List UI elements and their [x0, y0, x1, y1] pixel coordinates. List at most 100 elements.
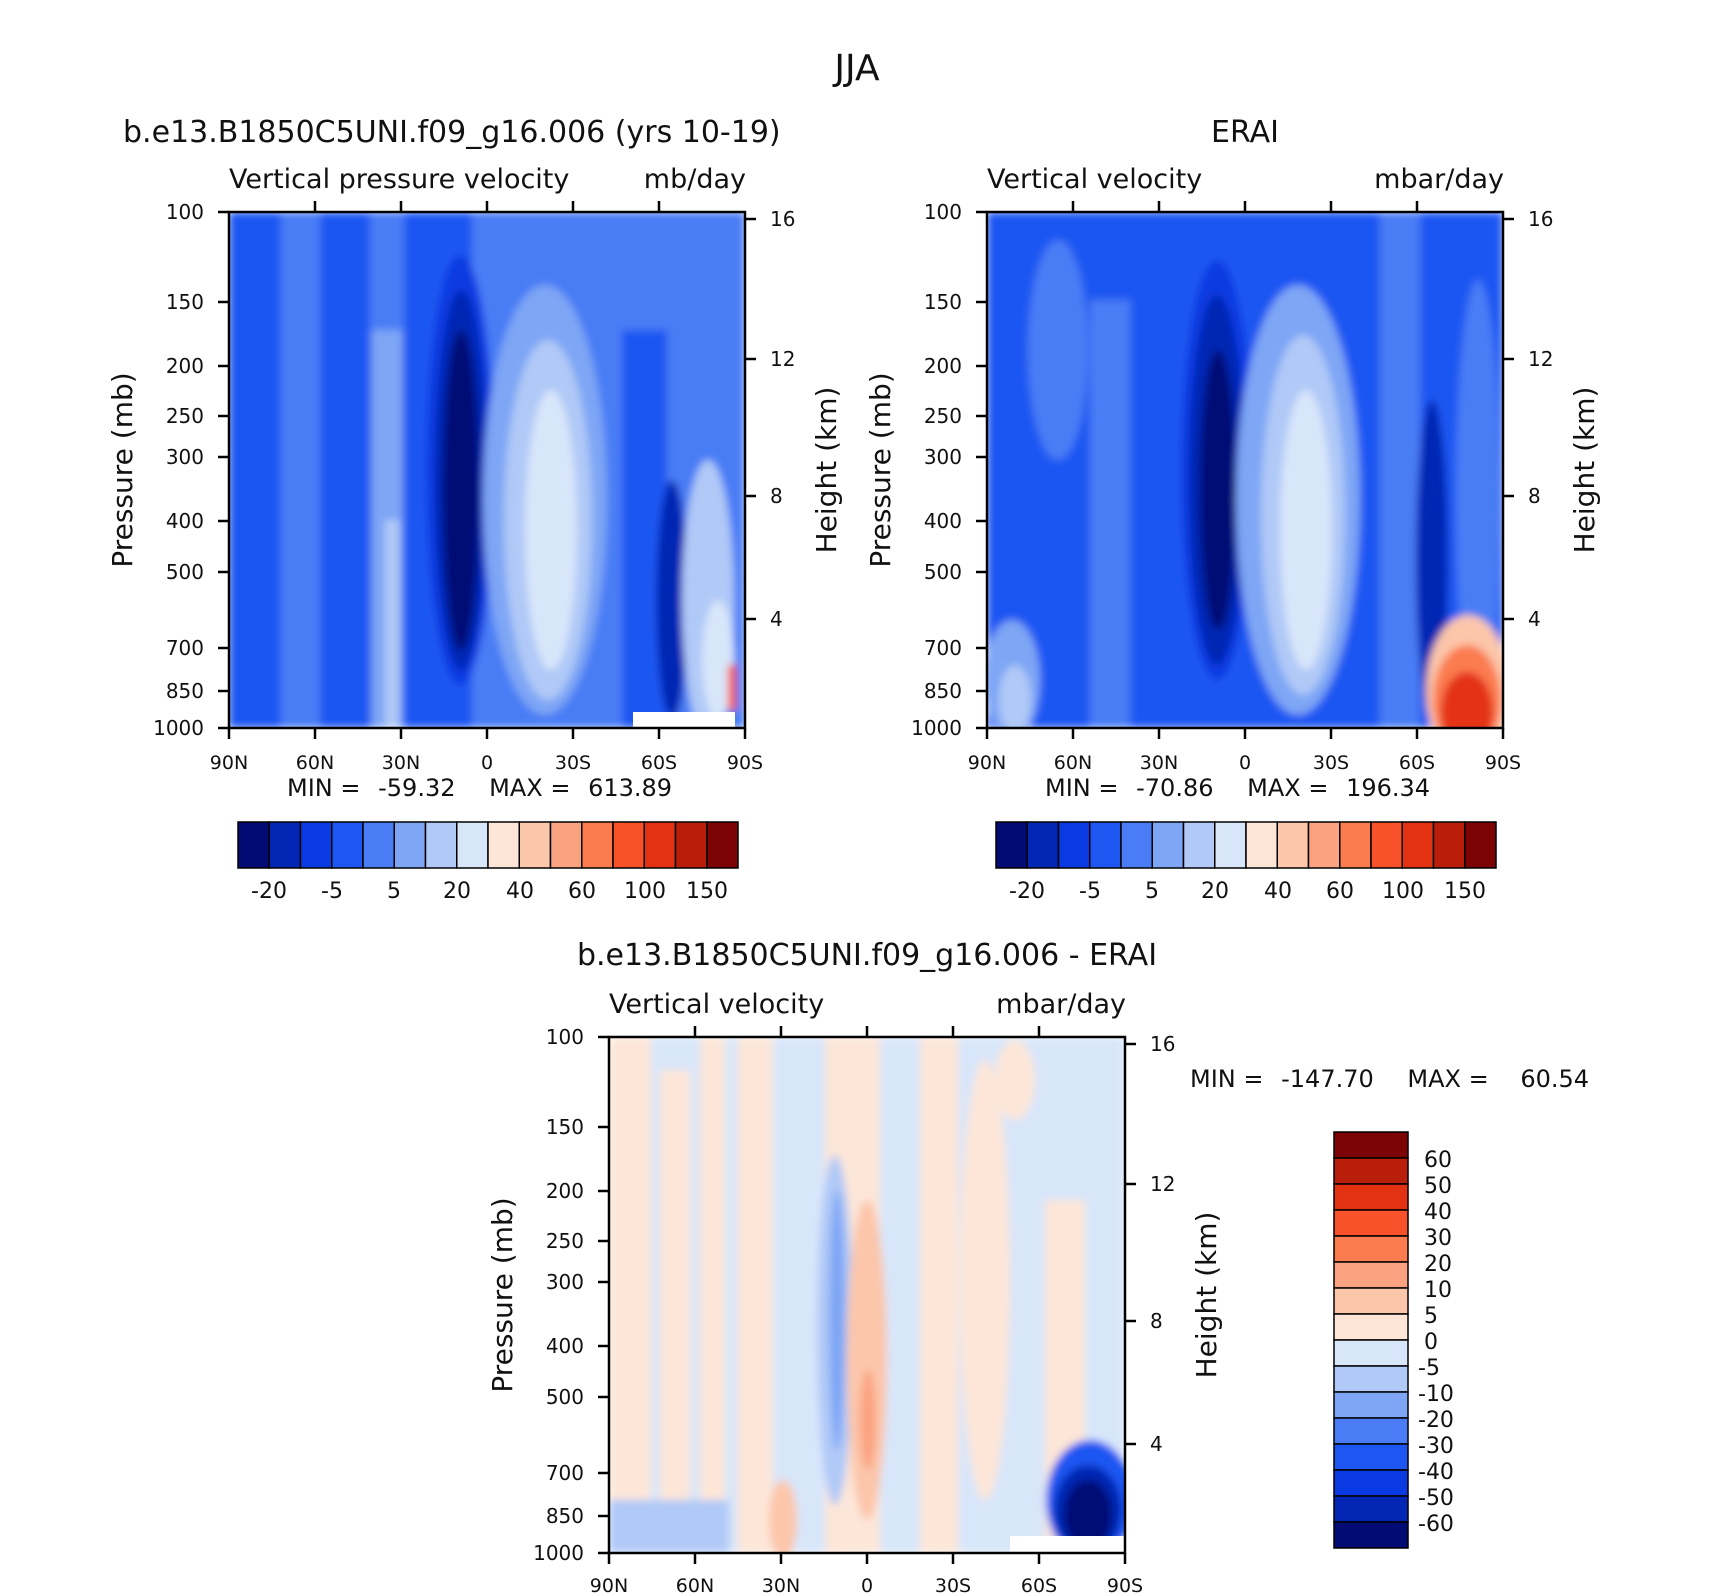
- colorbar-swatch: [1245, 821, 1278, 869]
- colorbar-swatch: [995, 821, 1028, 869]
- y-tick-label: 1000: [911, 716, 962, 740]
- colorbar-label: 60: [1326, 879, 1354, 904]
- colorbar-swatch: [1151, 821, 1185, 869]
- colorbar-swatch: [1333, 1209, 1409, 1237]
- max-value: 60.54: [1520, 1065, 1589, 1093]
- colorbar-swatch: [1333, 1521, 1409, 1549]
- x-tick-label: 90S: [1107, 1575, 1143, 1596]
- left-ticks: [218, 210, 229, 730]
- colorbar-label: -5: [321, 879, 343, 904]
- y-axis-label-right: Height (km): [1190, 1212, 1223, 1379]
- y-tick-label: 300: [546, 1270, 584, 1294]
- field-region: [1441, 672, 1493, 728]
- colorbar: [1333, 1131, 1409, 1549]
- y-right-tick-labels: 16 12 8 4: [1528, 207, 1553, 631]
- x-tick-label: 60S: [1399, 752, 1435, 774]
- colorbar-swatch: [237, 821, 270, 869]
- y-right-tick-label: 4: [770, 607, 783, 631]
- field-region: [995, 1040, 1035, 1120]
- field-region: [1380, 212, 1420, 728]
- colorbar-swatch: [1026, 821, 1060, 869]
- colorbar-label: -60: [1418, 1512, 1454, 1537]
- colorbar-swatch: [1120, 821, 1153, 869]
- colorbar-label: 100: [1382, 879, 1424, 904]
- y-tick-label: 250: [546, 1229, 584, 1253]
- min-label: MIN =: [287, 774, 360, 802]
- colorbar-swatch: [1333, 1183, 1409, 1211]
- plot-area: [609, 1037, 1125, 1553]
- colorbar-swatch: [1333, 1261, 1409, 1289]
- x-tick-label: 90S: [727, 752, 763, 774]
- y-right-tick-label: 16: [770, 207, 795, 231]
- max-label: MAX =: [1407, 1065, 1488, 1093]
- field-region: [847, 1200, 887, 1520]
- colorbar-swatch: [1333, 1443, 1409, 1471]
- field-region: [229, 212, 281, 728]
- colorbar-swatch: [424, 821, 458, 869]
- colorbar-labels: -20 -5 5 20 40 60 100 150: [251, 879, 728, 904]
- y-tick-label: 200: [546, 1179, 584, 1203]
- x-ticks: [985, 201, 1505, 739]
- colorbar-label: 40: [1264, 879, 1292, 904]
- y-tick-label: 200: [924, 354, 962, 378]
- max-label: MAX =: [489, 774, 570, 802]
- colorbar-label: 60: [568, 879, 596, 904]
- field-region: [282, 212, 320, 728]
- y-tick-label: 100: [924, 200, 962, 224]
- x-tick-label: 30S: [935, 1575, 971, 1596]
- field-region: [738, 1037, 773, 1553]
- y-tick-label: 300: [166, 445, 204, 469]
- panel-obs: ERAI Vertical velocity mbar/day: [864, 115, 1601, 904]
- plot-area: [987, 212, 1503, 728]
- x-tick-label: 30S: [1313, 752, 1349, 774]
- y-right-tick-label: 12: [770, 347, 795, 371]
- colorbar-label: 5: [1145, 879, 1159, 904]
- min-max-readout: MIN = -70.86 MAX = 196.34: [1045, 774, 1430, 802]
- field-region: [320, 212, 370, 728]
- colorbar-swatch: [1333, 1287, 1409, 1315]
- field-region: [1028, 240, 1088, 460]
- panel-title: b.e13.B1850C5UNI.f09_g16.006 - ERAI: [577, 938, 1157, 973]
- y-tick-label: 700: [166, 636, 204, 660]
- missing-data-mask: [633, 712, 735, 728]
- y-tick-label: 1000: [533, 1541, 584, 1565]
- colorbar-swatch: [1333, 1417, 1409, 1445]
- y-tick-label: 150: [924, 290, 962, 314]
- panel-title: b.e13.B1850C5UNI.f09_g16.006 (yrs 10-19): [123, 115, 781, 150]
- field-region: [920, 1037, 958, 1553]
- field-region: [700, 1037, 725, 1547]
- y-tick-label: 850: [924, 679, 962, 703]
- field-region: [1280, 390, 1332, 670]
- y-tick-label: 500: [546, 1385, 584, 1409]
- x-tick-label: 0: [481, 752, 493, 774]
- field-region: [960, 1060, 1010, 1500]
- y-right-tick-label: 16: [1150, 1032, 1175, 1056]
- colorbar-label: -10: [1418, 1382, 1454, 1407]
- colorbar-label: -20: [1418, 1408, 1454, 1433]
- x-tick-label: 0: [861, 1575, 873, 1596]
- y-tick-label: 150: [166, 290, 204, 314]
- colorbar-label: 40: [506, 879, 534, 904]
- colorbar-swatch: [706, 821, 739, 869]
- colorbar-label: -20: [251, 879, 287, 904]
- right-ticks: [745, 217, 756, 621]
- y-tick-label: 400: [546, 1334, 584, 1358]
- colorbar-swatch: [1333, 1313, 1409, 1341]
- colorbar-swatch: [299, 821, 333, 869]
- colorbar-swatch: [487, 821, 520, 869]
- colorbar-swatch: [1089, 821, 1122, 869]
- colorbar-label: 40: [1424, 1200, 1452, 1225]
- x-ticks: [607, 1026, 1127, 1564]
- field-region: [385, 520, 399, 728]
- colorbar-swatch: [612, 821, 645, 869]
- y-tick-label: 500: [166, 560, 204, 584]
- y-tick-label: 250: [166, 404, 204, 428]
- colorbar-label: -30: [1418, 1434, 1454, 1459]
- colorbar-label: -5: [1418, 1356, 1440, 1381]
- colorbar-swatch: [1370, 821, 1403, 869]
- colorbar-swatch: [1333, 1235, 1409, 1263]
- right-ticks: [1503, 217, 1514, 621]
- x-tick-label: 90S: [1485, 752, 1521, 774]
- y-tick-label: 850: [166, 679, 204, 703]
